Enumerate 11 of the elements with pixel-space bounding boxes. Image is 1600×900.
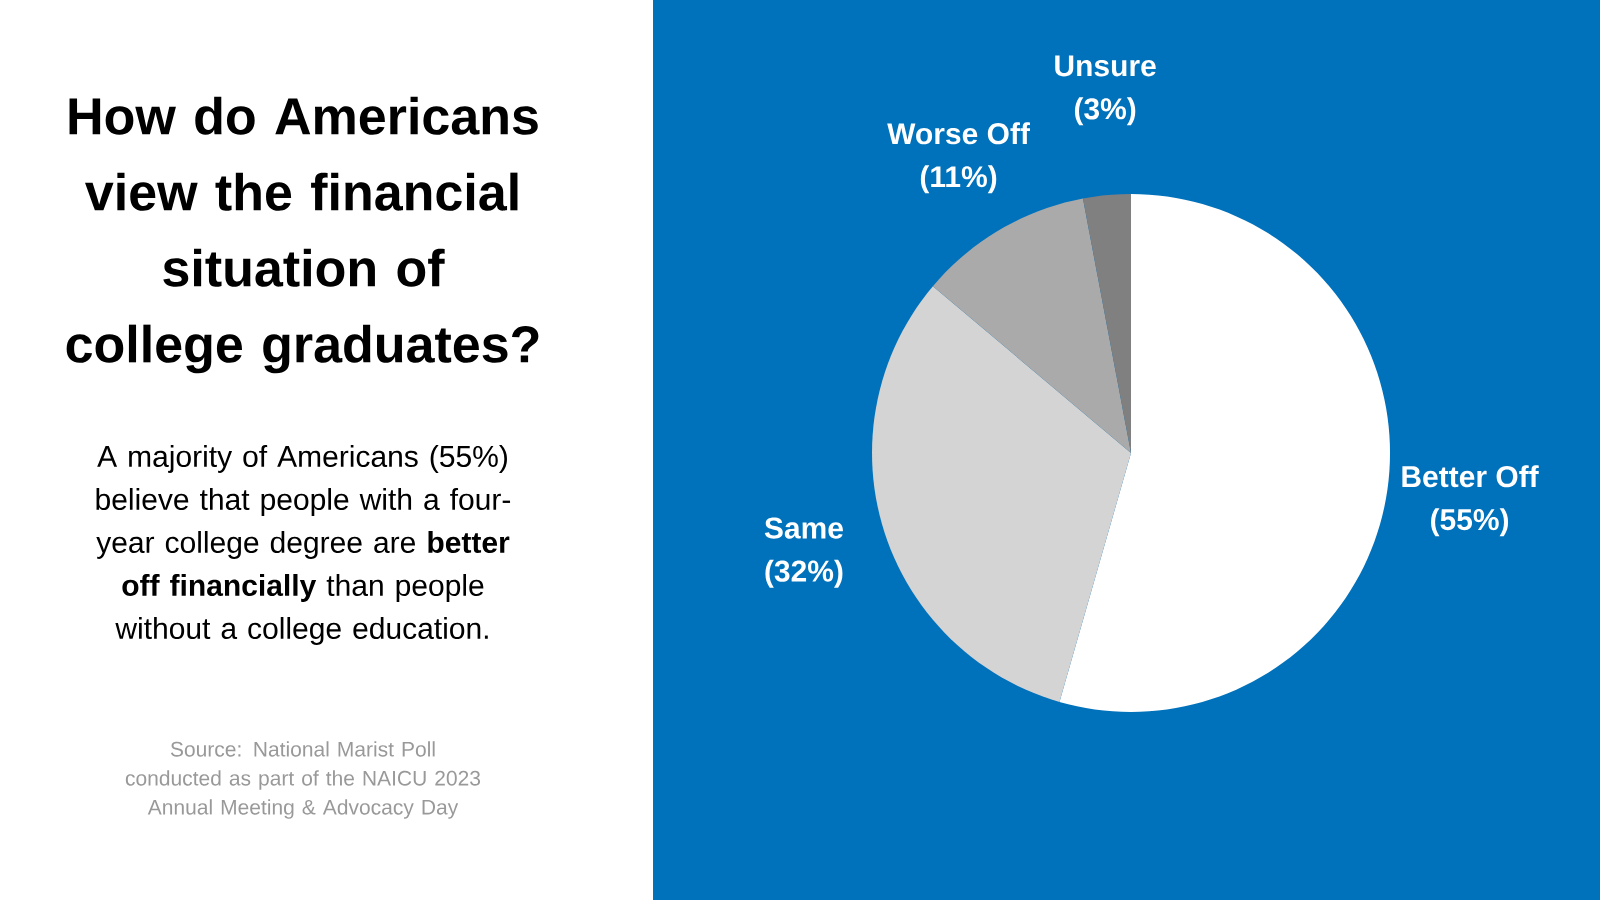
data-label: (55%)	[1431, 508, 1509, 537]
data-label: (3%)	[1074, 97, 1136, 126]
text: A majority of Americans (55%) believe that people with a four-year college degree are better off financially than people without a college education.	[96, 445, 511, 645]
slice-label: Worse Off	[887, 122, 1030, 145]
data-label: (32%)	[765, 559, 843, 588]
slice-label: Unsure	[1055, 55, 1156, 77]
slice-label: Better Off	[1402, 465, 1539, 488]
text: How do Americans view the financial situation of college graduates?	[66, 96, 539, 374]
slice-label: Same	[764, 517, 843, 539]
source-note: Source: National Marist Poll conducted as part of the NAICU 2023 Annual Meeting & Advocacy Day	[125, 741, 481, 819]
data-label: (11%)	[920, 165, 997, 194]
